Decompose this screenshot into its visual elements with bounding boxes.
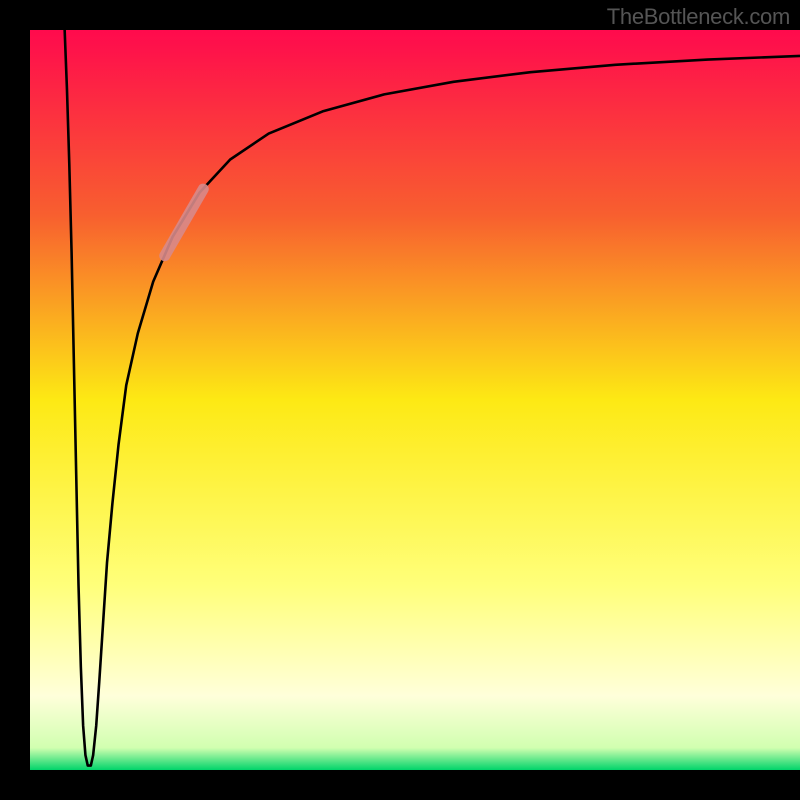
watermark-text: TheBottleneck.com [607,4,790,30]
chart-container: TheBottleneck.com [0,0,800,800]
plot-gradient-background [30,30,800,770]
